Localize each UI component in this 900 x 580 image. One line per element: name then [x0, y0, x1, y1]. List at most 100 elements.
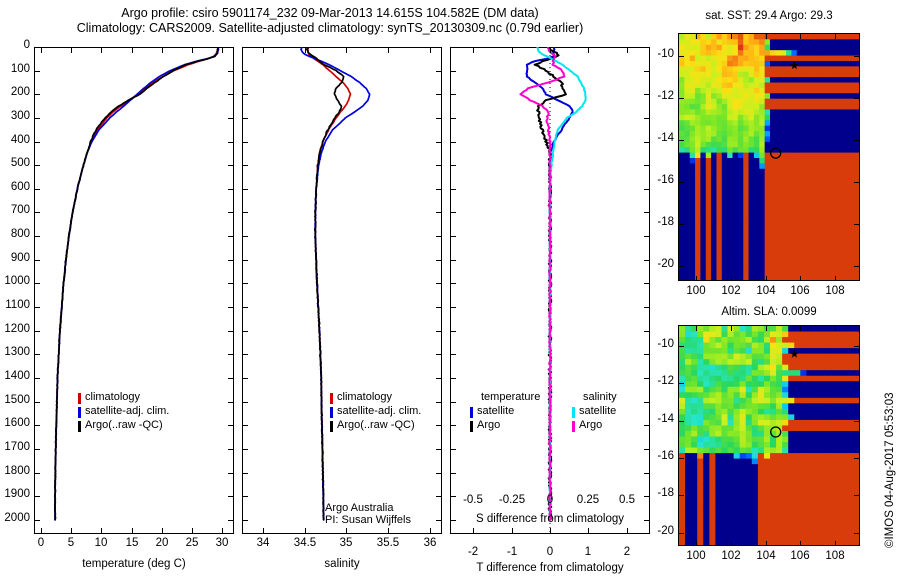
map-cell: [823, 87, 830, 94]
map-cell: [684, 82, 691, 89]
map-cell: [764, 34, 771, 40]
axis-tick: [436, 354, 441, 355]
map-cell: [733, 359, 741, 366]
map-cell: [763, 508, 771, 515]
axis-tick: [451, 307, 456, 308]
map-cell: [824, 370, 832, 377]
map-cell: [751, 348, 759, 355]
map-cell: [791, 93, 798, 100]
map-cell: [705, 87, 712, 94]
map-cell: [679, 87, 685, 94]
map-cell: [721, 502, 729, 509]
map-cell: [745, 425, 753, 432]
map-cell: [703, 513, 710, 520]
map-cell: [850, 174, 857, 181]
map-cell: [823, 190, 830, 197]
axis-tick-label: 100: [686, 285, 706, 297]
map-cell: [764, 44, 771, 51]
map-cell: [763, 502, 771, 509]
map-cell: [794, 397, 801, 404]
map-cell: [727, 141, 734, 148]
map-cell: [709, 442, 716, 449]
map-cell: [800, 342, 807, 349]
map-cell: [703, 524, 710, 532]
map-cell: [818, 98, 825, 105]
map-cell: [721, 147, 728, 154]
map-cell: [685, 331, 692, 338]
map-cell: [844, 131, 851, 138]
map-cell: [788, 442, 795, 449]
map-cell: [818, 276, 825, 280]
map-cell: [776, 397, 783, 404]
map-cell: [823, 50, 830, 57]
map-cell: [842, 381, 850, 388]
map-cell: [786, 34, 793, 40]
map-cell: [737, 190, 744, 197]
map-cell: [732, 217, 739, 224]
sla-map[interactable]: [678, 325, 860, 546]
map-cell: [850, 141, 857, 148]
map-cell: [844, 163, 851, 170]
map-cell: [716, 98, 723, 105]
map-cell: [844, 50, 851, 57]
map-cell: [715, 524, 723, 532]
map-cell: [764, 228, 771, 235]
map-cell: [751, 397, 759, 404]
map-cell: [685, 535, 692, 543]
map-cell: [796, 179, 803, 186]
map-cell: [695, 206, 702, 213]
map-cell: [802, 34, 809, 40]
map-cell: [842, 458, 850, 465]
map-cell: [791, 141, 798, 148]
map-cell: [700, 114, 707, 121]
map-cell: [855, 125, 859, 132]
map-cell: [709, 519, 716, 526]
map-cell: [739, 508, 747, 515]
map-cell: [842, 497, 850, 504]
map-cell: [745, 502, 753, 509]
map-cell: [824, 364, 832, 371]
map-cell: [737, 120, 744, 127]
map-cell: [709, 353, 716, 360]
map-cell: [812, 386, 820, 393]
map-cell: [855, 152, 859, 159]
map-cell: [697, 541, 704, 545]
map-cell: [703, 502, 710, 509]
axis-tick: [696, 34, 697, 39]
map-cell: [855, 238, 859, 245]
map-cell: [764, 93, 771, 100]
map-cell: [812, 491, 820, 498]
map-cell: [764, 233, 771, 240]
map-cell: [828, 147, 835, 154]
map-cell: [770, 206, 776, 213]
map-cell: [775, 158, 782, 164]
map-cell: [824, 535, 832, 543]
map-cell: [800, 480, 807, 487]
axis-tick-label: 800: [10, 228, 30, 240]
map-cell: [721, 469, 729, 476]
map-cell: [782, 491, 789, 498]
axis-tick: [473, 528, 474, 534]
map-cell: [721, 104, 728, 111]
map-cell: [836, 430, 844, 438]
axis-tick: [263, 528, 264, 534]
map-cell: [689, 55, 696, 62]
map-cell: [802, 141, 809, 148]
map-cell: [705, 222, 712, 229]
map-cell: [727, 524, 735, 532]
map-cell: [844, 265, 851, 272]
map-cell: [855, 93, 859, 100]
map-cell: [703, 386, 710, 393]
map-cell: [705, 125, 712, 132]
map-cell: [770, 228, 776, 235]
map-cell: [715, 519, 723, 526]
axis-tick-label: -16: [657, 450, 674, 462]
map-cell: [770, 77, 776, 84]
temperature-plot-frame: [34, 47, 234, 534]
map-cell: [807, 179, 814, 186]
map-cell: [709, 453, 716, 460]
map-cell: [839, 50, 846, 57]
sst-map[interactable]: [678, 33, 860, 281]
map-cell: [721, 34, 728, 40]
